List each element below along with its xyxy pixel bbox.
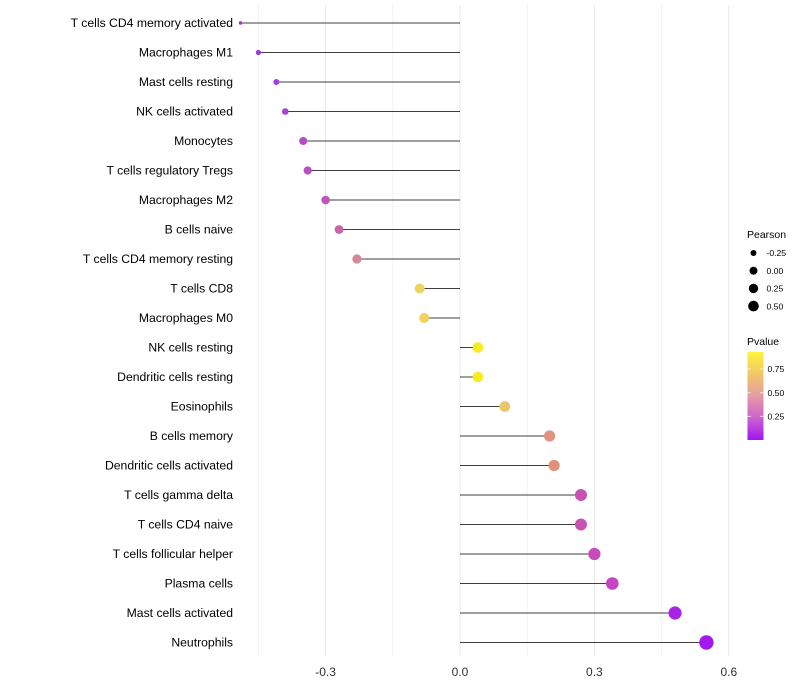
pvalue-gradient-bar xyxy=(747,352,764,440)
data-point xyxy=(255,49,261,56)
category-label: T cells CD4 naive xyxy=(138,518,234,532)
pearson-legend-label: 0.50 xyxy=(767,301,784,311)
category-label: T cells regulatory Tregs xyxy=(107,164,233,178)
data-point xyxy=(352,254,362,264)
pearson-legend-swatch xyxy=(750,250,757,256)
pearson-legend-swatch xyxy=(749,266,758,275)
category-label: Macrophages M1 xyxy=(139,46,233,60)
data-point xyxy=(544,430,556,442)
pvalue-legend-label: 0.50 xyxy=(768,388,785,398)
data-point xyxy=(588,547,601,561)
category-label: NK cells resting xyxy=(148,341,233,355)
pearson-legend-title: Pearson xyxy=(747,229,786,241)
data-point xyxy=(668,606,682,620)
category-label: Mast cells activated xyxy=(127,606,233,620)
category-label: T cells CD4 memory resting xyxy=(83,252,233,266)
data-point xyxy=(238,21,243,25)
data-point xyxy=(574,518,587,531)
category-label: Dendritic cells activated xyxy=(105,459,233,473)
pvalue-legend-label: 0.25 xyxy=(768,412,785,422)
pvalue-legend-title: Pvalue xyxy=(747,336,779,348)
category-label: T cells gamma delta xyxy=(124,488,233,502)
data-point xyxy=(419,313,430,323)
data-point xyxy=(303,166,312,175)
data-point xyxy=(299,137,308,145)
data-point xyxy=(472,371,484,383)
pvalue-legend-label: 0.75 xyxy=(768,364,785,374)
data-point xyxy=(548,459,560,472)
data-point xyxy=(574,489,587,501)
pearson-legend-label: 0.25 xyxy=(767,284,784,294)
data-point xyxy=(321,195,330,205)
category-label: NK cells activated xyxy=(136,105,233,119)
x-axis-tick-label: -0.3 xyxy=(315,665,336,679)
x-axis-tick-label: 0.0 xyxy=(452,665,469,679)
category-label: B cells naive xyxy=(165,223,234,237)
data-point xyxy=(499,401,511,412)
category-label: Eosinophils xyxy=(171,400,233,414)
pearson-legend-swatch xyxy=(748,300,759,312)
category-label: Macrophages M0 xyxy=(139,311,233,325)
pearson-legend-label: -0.25 xyxy=(767,248,787,258)
data-point xyxy=(699,635,714,650)
data-point xyxy=(334,225,344,234)
category-label: B cells memory xyxy=(150,429,234,443)
data-point xyxy=(273,79,280,85)
category-label: Macrophages M2 xyxy=(139,193,233,207)
data-point xyxy=(414,283,425,294)
category-label: Monocytes xyxy=(174,134,233,148)
pearson-legend-swatch xyxy=(748,283,759,294)
x-axis-tick-label: 0.3 xyxy=(586,665,603,679)
category-label: Mast cells resting xyxy=(139,75,233,89)
category-label: T cells follicular helper xyxy=(113,547,233,561)
category-label: T cells CD4 memory activated xyxy=(71,16,233,30)
data-point xyxy=(281,108,289,115)
data-point xyxy=(472,342,484,353)
pearson-legend-label: 0.00 xyxy=(767,266,784,276)
category-label: Plasma cells xyxy=(165,577,233,591)
data-point xyxy=(606,577,619,590)
category-label: T cells CD8 xyxy=(170,282,233,296)
x-axis-tick-label: 0.6 xyxy=(720,665,737,679)
category-label: Dendritic cells resting xyxy=(117,370,233,384)
category-label: Neutrophils xyxy=(171,636,233,650)
